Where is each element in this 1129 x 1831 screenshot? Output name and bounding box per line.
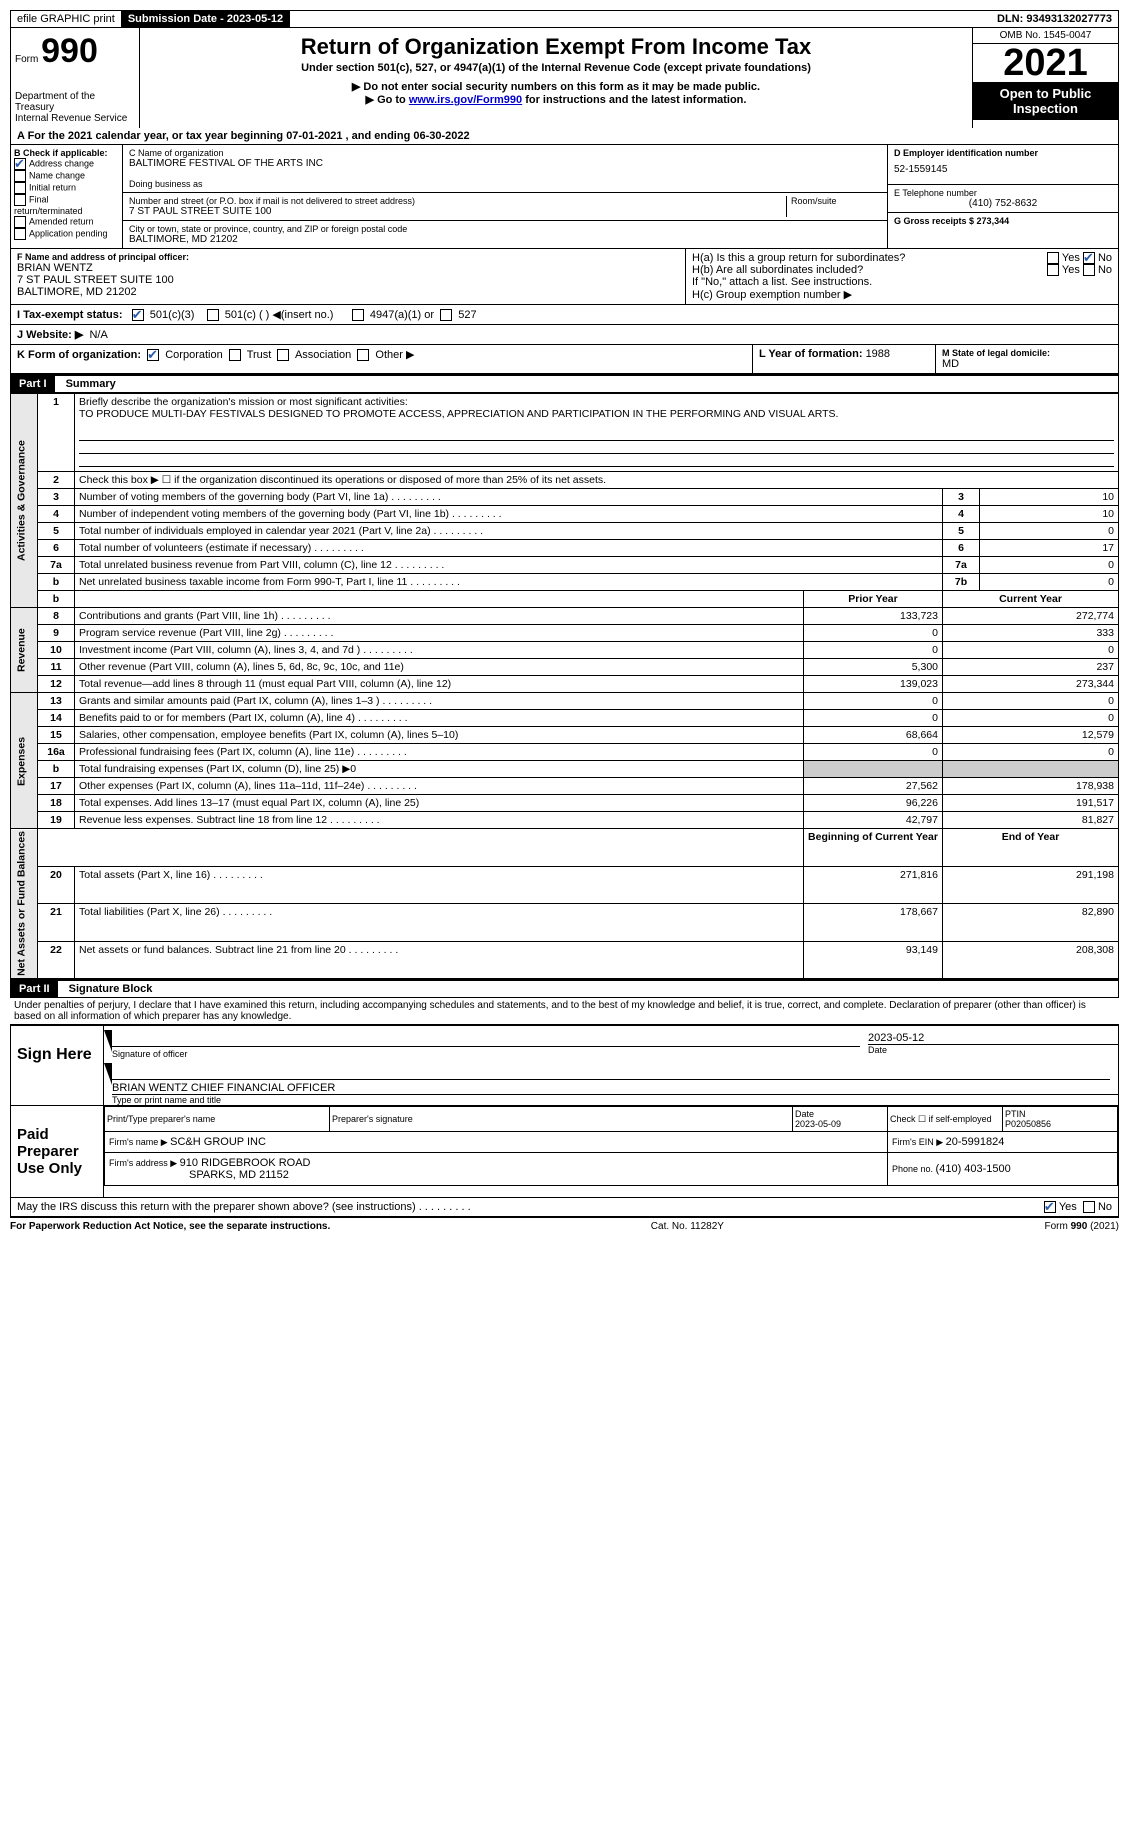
dept-treasury: Department of the Treasury (15, 91, 135, 113)
chk-amended-return[interactable] (14, 216, 26, 228)
section-f: F Name and address of principal officer:… (11, 249, 686, 304)
chk-ha-no[interactable] (1083, 252, 1095, 264)
chk-corp[interactable] (147, 349, 159, 361)
form-header: Form 990 Department of the Treasury Inte… (10, 28, 1119, 128)
label-activities: Activities & Governance (11, 394, 38, 608)
line-a: A For the 2021 calendar year, or tax yea… (11, 128, 1118, 145)
efile-label: efile GRAPHIC print (11, 11, 122, 27)
chk-initial-return[interactable] (14, 182, 26, 194)
chk-final-return[interactable] (14, 194, 26, 206)
part1-header: Part I Summary (10, 374, 1119, 393)
chk-501c3[interactable] (132, 309, 144, 321)
chk-other[interactable] (357, 349, 369, 361)
chk-address-change[interactable] (14, 158, 26, 170)
form-number: 990 (41, 32, 98, 70)
irs-label: Internal Revenue Service (15, 113, 135, 124)
note-goto: ▶ Go to www.irs.gov/Form990 for instruct… (144, 93, 968, 106)
label-expenses: Expenses (11, 693, 38, 829)
chk-501c[interactable] (207, 309, 219, 321)
section-h: H(a) Is this a group return for subordin… (686, 249, 1118, 304)
tax-year: 2021 (973, 44, 1118, 82)
section-c: C Name of organization BALTIMORE FESTIVA… (123, 145, 888, 248)
label-netassets: Net Assets or Fund Balances (11, 829, 38, 979)
gross-receipts: G Gross receipts $ 273,344 (888, 213, 1118, 229)
paid-preparer-block: Paid Preparer Use Only Print/Type prepar… (10, 1106, 1119, 1198)
telephone: (410) 752-8632 (894, 198, 1112, 209)
section-i: I Tax-exempt status: 501(c)(3) 501(c) ( … (11, 304, 1118, 324)
open-inspection: Open to Public Inspection (973, 82, 1118, 120)
section-l: L Year of formation: 1988 (753, 345, 936, 373)
submission-date: Submission Date - 2023-05-12 (122, 11, 290, 27)
chk-discuss-no[interactable] (1083, 1201, 1095, 1213)
ein-value: 52-1559145 (894, 158, 1112, 181)
chk-name-change[interactable] (14, 170, 26, 182)
section-m: M State of legal domicile:MD (936, 345, 1118, 373)
mission-text: TO PRODUCE MULTI-DAY FESTIVALS DESIGNED … (79, 408, 838, 420)
top-bar: efile GRAPHIC print Submission Date - 20… (10, 10, 1119, 28)
chk-hb-yes[interactable] (1047, 264, 1059, 276)
declaration: Under penalties of perjury, I declare th… (10, 998, 1119, 1024)
chk-trust[interactable] (229, 349, 241, 361)
form-word: Form (15, 54, 38, 65)
section-k: K Form of organization: Corporation Trus… (11, 345, 753, 373)
irs-link[interactable]: www.irs.gov/Form990 (409, 94, 522, 106)
form-subtitle: Under section 501(c), 527, or 4947(a)(1)… (144, 62, 968, 74)
form-title: Return of Organization Exempt From Incom… (144, 34, 968, 60)
section-j: J Website: ▶ N/A (11, 324, 1118, 344)
chk-assoc[interactable] (277, 349, 289, 361)
chk-4947[interactable] (352, 309, 364, 321)
chk-hb-no[interactable] (1083, 264, 1095, 276)
label-revenue: Revenue (11, 608, 38, 693)
part1-table: Activities & Governance 1 Briefly descri… (10, 393, 1119, 979)
section-b: B Check if applicable: Address change Na… (11, 145, 123, 248)
chk-discuss-yes[interactable] (1044, 1201, 1056, 1213)
chk-527[interactable] (440, 309, 452, 321)
sign-here-block: Sign Here Signature of officer 2023-05-1… (10, 1024, 1119, 1106)
section-deg: D Employer identification number 52-1559… (888, 145, 1118, 248)
dln-label: DLN: 93493132027773 (991, 11, 1118, 27)
discuss-row: May the IRS discuss this return with the… (10, 1198, 1119, 1217)
footer: For Paperwork Reduction Act Notice, see … (10, 1217, 1119, 1235)
chk-ha-yes[interactable] (1047, 252, 1059, 264)
note-ssn: ▶ Do not enter social security numbers o… (144, 80, 968, 93)
chk-application-pending[interactable] (14, 228, 26, 240)
part2-header: Part II Signature Block (10, 979, 1119, 998)
